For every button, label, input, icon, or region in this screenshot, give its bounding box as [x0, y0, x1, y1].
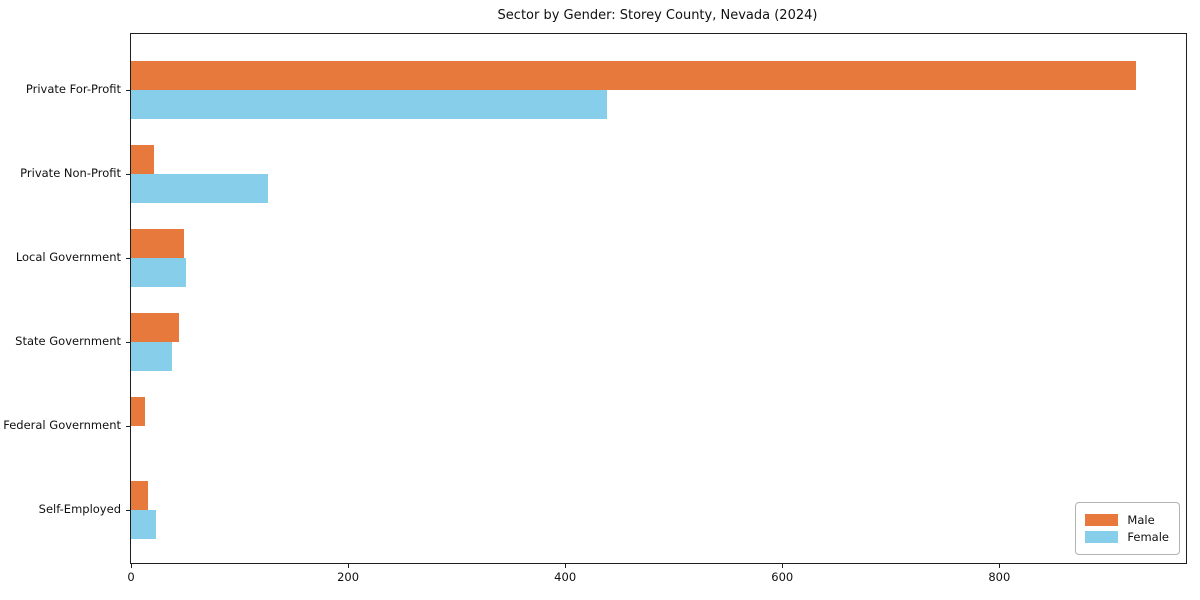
bar-female-6 [131, 510, 156, 539]
y-tick-label: Local Government [15, 250, 121, 264]
x-tick-label: 0 [127, 570, 135, 584]
x-tick-mark [999, 563, 1001, 568]
y-tick-mark [126, 174, 131, 175]
bar-female-3 [131, 258, 187, 287]
bar-female-1 [131, 90, 608, 119]
x-tick-label: 800 [988, 570, 1011, 584]
legend-item-male: Male [1085, 513, 1169, 527]
x-tick-label: 400 [554, 570, 577, 584]
y-tick-label: Private For-Profit [25, 82, 121, 96]
y-tick-mark [126, 342, 131, 343]
y-tick-mark [126, 90, 131, 91]
bar-male-2 [131, 145, 154, 174]
male-swatch-icon [1085, 514, 1119, 526]
legend-label-male: Male [1127, 513, 1155, 527]
y-tick-mark [126, 426, 131, 427]
female-swatch-icon [1085, 531, 1119, 543]
bar-male-4 [131, 313, 179, 342]
plot-area: 0 200 400 600 800 Male Female [126, 33, 1187, 584]
y-tick-label: Private Non-Profit [20, 166, 121, 180]
bar-male-6 [131, 481, 149, 510]
bar-male-1 [131, 61, 1137, 90]
bar-female-2 [131, 174, 268, 203]
y-tick-mark [126, 510, 131, 511]
x-tick-mark [348, 563, 350, 568]
y-tick-label: State Government [15, 334, 121, 348]
x-tick-mark [782, 563, 784, 568]
y-tick-label: Federal Government [3, 418, 121, 432]
chart-title: Sector by Gender: Storey County, Nevada … [497, 8, 818, 23]
legend-label-female: Female [1127, 530, 1169, 544]
x-tick-label: 200 [337, 570, 360, 584]
bar-male-3 [131, 229, 185, 258]
legend: Male Female [1075, 502, 1180, 555]
x-tick-mark [131, 563, 132, 568]
bar-male-5 [131, 397, 146, 426]
x-tick-mark [565, 563, 567, 568]
x-tick-label: 600 [771, 570, 794, 584]
bar-female-4 [131, 342, 173, 371]
y-tick-mark [126, 258, 131, 259]
legend-item-female: Female [1085, 530, 1169, 544]
y-tick-label: Self-Employed [38, 502, 121, 516]
